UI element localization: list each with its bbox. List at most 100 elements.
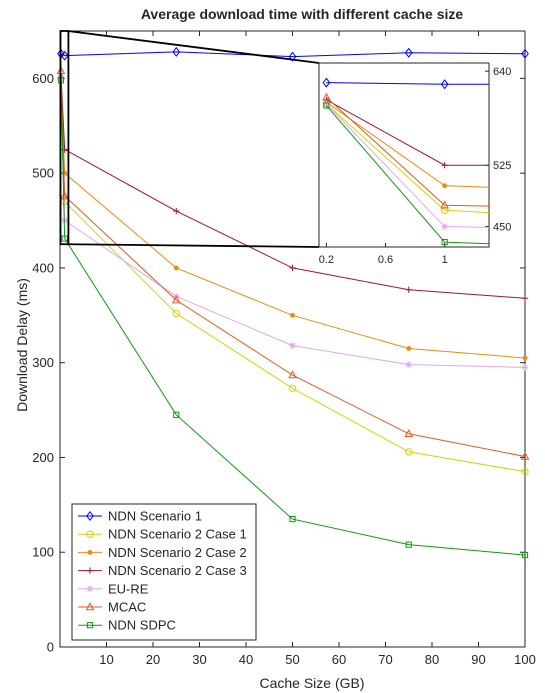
legend-marker (86, 510, 94, 522)
legend-entry-ndn-scenario-2-case-2: NDN Scenario 2 Case 2 (78, 545, 247, 560)
inset-plot-area (322, 77, 489, 246)
zoom-rectangle (59, 30, 70, 246)
x-tick-label: 70 (378, 652, 392, 667)
inset-series-line (326, 103, 489, 214)
inset-data-point (440, 206, 449, 214)
data-point (405, 541, 412, 548)
inset-data-point (440, 79, 449, 90)
inset-frame (318, 62, 490, 248)
legend-marker (87, 549, 93, 555)
main-plot-area (56, 46, 530, 559)
series-line (60, 51, 526, 58)
data-point (405, 286, 412, 293)
data-point (521, 467, 529, 476)
series-line (60, 76, 526, 359)
inset-data-point (442, 183, 448, 189)
data-point (171, 295, 181, 304)
legend-label: MCAC (108, 600, 146, 615)
legend-marker (85, 602, 95, 611)
legend-entry-ndn-scenario-1: NDN Scenario 1 (78, 509, 202, 524)
inset-y-tick-label: 525 (493, 160, 511, 172)
y-tick-label: 0 (47, 640, 54, 655)
x-tick-label: 80 (425, 652, 439, 667)
inset-data-point (441, 223, 448, 230)
x-axis-label: Cache Size (GB) (259, 675, 364, 691)
inset-y-tick-label: 640 (493, 66, 511, 78)
legend-entry-eu-re: EU-RE (78, 581, 149, 596)
legend-label: NDN Scenario 2 Case 2 (108, 545, 247, 560)
legend-entry-ndn-scenario-2-case-3: NDN Scenario 2 Case 3 (78, 563, 247, 578)
inset-data-point (441, 238, 448, 246)
data-point (289, 515, 296, 523)
inset-series-ndn-sdpc (323, 102, 489, 246)
inset-x-tick-label: 1 (442, 254, 448, 266)
data-point (405, 361, 412, 368)
data-point (288, 384, 297, 392)
data-point (173, 411, 180, 418)
inset-axes: 0.2 0.6 1 450 525 640 (318, 62, 511, 266)
inset-x-tick-label: 0.6 (378, 254, 393, 266)
inset-data-point (323, 102, 330, 109)
legend-label: NDN Scenario 2 Case 3 (108, 563, 247, 578)
legend-label: NDN SDPC (108, 618, 176, 633)
data-point (289, 342, 296, 349)
inset-data-point (322, 77, 331, 88)
legend-box (71, 503, 257, 641)
inset-series-line (326, 82, 489, 85)
legend-entry-mcac: MCAC (78, 600, 146, 615)
inset-series-eu-re (323, 100, 489, 230)
inset-series-line (326, 105, 489, 245)
zoom-connector-top (67, 30, 320, 64)
data-point (60, 191, 69, 200)
legend-label: EU-RE (108, 581, 149, 596)
inset-data-point (441, 162, 448, 169)
legend-marker (86, 622, 94, 629)
data-point (173, 207, 180, 215)
x-tick-label: 100 (514, 652, 536, 667)
y-tick-label: 300 (32, 355, 54, 370)
data-point (290, 312, 295, 318)
data-point (172, 309, 180, 318)
y-tick-label: 600 (32, 71, 54, 86)
data-point (289, 264, 296, 272)
data-point (522, 355, 528, 361)
data-point (521, 295, 529, 302)
legend-marker (86, 585, 94, 592)
data-point (406, 346, 412, 351)
data-point (521, 551, 529, 559)
chart-title: Average download time with different cac… (141, 6, 464, 22)
inset-series-line (326, 96, 489, 207)
series-line (60, 70, 526, 458)
series-line (60, 73, 526, 299)
data-point (173, 265, 179, 271)
legend-entry-ndn-sdpc: NDN SDPC (78, 618, 176, 633)
data-point (520, 451, 530, 460)
data-point (61, 235, 68, 242)
data-point (404, 47, 413, 58)
zoom-region (59, 30, 320, 248)
series-line (60, 80, 526, 556)
series-ndn-scenario-1 (57, 46, 529, 62)
data-point (404, 429, 414, 437)
zoom-connector-bottom (67, 243, 320, 248)
x-tick-label: 90 (471, 652, 485, 667)
data-point (288, 51, 297, 62)
data-point (521, 364, 529, 371)
inset-data-point (440, 200, 449, 209)
inset-x-tick-label: 0.2 (319, 254, 334, 266)
legend-label: NDN Scenario 1 (108, 509, 202, 524)
data-point (288, 370, 297, 379)
y-axis-label: Download Delay (ms) (14, 278, 30, 412)
legend-entry-ndn-scenario-2-case-1: NDN Scenario 2 Case 1 (78, 527, 247, 542)
y-tick-label: 100 (32, 545, 54, 560)
data-point (172, 46, 181, 57)
inset-data-point (322, 92, 331, 101)
x-tick-label: 20 (146, 652, 160, 667)
y-tick-label: 400 (32, 260, 54, 275)
legend-marker (86, 567, 94, 574)
x-tick-label: 30 (192, 652, 206, 667)
x-tick-label: 60 (332, 652, 346, 667)
legend-marker (86, 530, 94, 538)
inset-data-point (323, 100, 330, 108)
